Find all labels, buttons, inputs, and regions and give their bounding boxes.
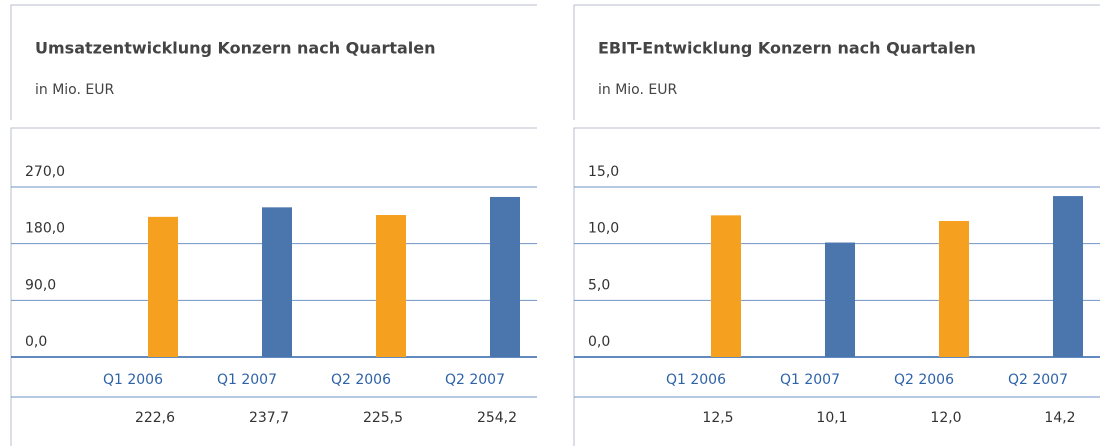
value-label: 237,7 xyxy=(249,410,289,426)
value-label: 225,5 xyxy=(363,410,403,426)
x-tick-label: Q2 2006 xyxy=(894,372,954,388)
frame xyxy=(573,127,1100,446)
x-tick-label: Q1 2007 xyxy=(780,372,840,388)
chart-subtitle: in Mio. EUR xyxy=(598,82,677,98)
y-tick-label: 270,0 xyxy=(25,164,65,180)
x-tick-label: Q1 2007 xyxy=(217,372,277,388)
chart-title: Umsatzentwicklung Konzern nach Quartalen xyxy=(35,39,436,58)
bar xyxy=(825,242,855,357)
frame xyxy=(573,4,1100,120)
y-tick-label: 0,0 xyxy=(588,334,610,350)
chart-title: EBIT-Entwicklung Konzern nach Quartalen xyxy=(598,39,976,58)
bar xyxy=(262,207,292,357)
value-label: 222,6 xyxy=(135,410,175,426)
bar xyxy=(939,221,969,357)
bar xyxy=(148,216,178,357)
value-label: 12,0 xyxy=(930,410,961,426)
x-tick-label: Q2 2007 xyxy=(445,372,505,388)
x-tick-label: Q2 2006 xyxy=(331,372,391,388)
value-label: 10,1 xyxy=(816,410,847,426)
y-tick-label: 0,0 xyxy=(25,334,47,350)
y-tick-label: 90,0 xyxy=(25,277,56,293)
y-tick-label: 5,0 xyxy=(588,277,610,293)
x-tick-label: Q1 2006 xyxy=(103,372,163,388)
frame xyxy=(10,4,537,120)
y-tick-label: 15,0 xyxy=(588,164,619,180)
bar xyxy=(376,215,406,357)
y-tick-label: 10,0 xyxy=(588,221,619,237)
frame xyxy=(10,127,537,446)
x-tick-label: Q1 2006 xyxy=(666,372,726,388)
value-label: 12,5 xyxy=(702,410,733,426)
chart-subtitle: in Mio. EUR xyxy=(35,82,114,98)
y-tick-label: 180,0 xyxy=(25,221,65,237)
value-label: 14,2 xyxy=(1044,410,1075,426)
x-tick-label: Q2 2007 xyxy=(1008,372,1068,388)
bar xyxy=(711,215,741,357)
bar xyxy=(1053,196,1083,357)
bar xyxy=(490,196,520,357)
value-label: 254,2 xyxy=(477,410,517,426)
